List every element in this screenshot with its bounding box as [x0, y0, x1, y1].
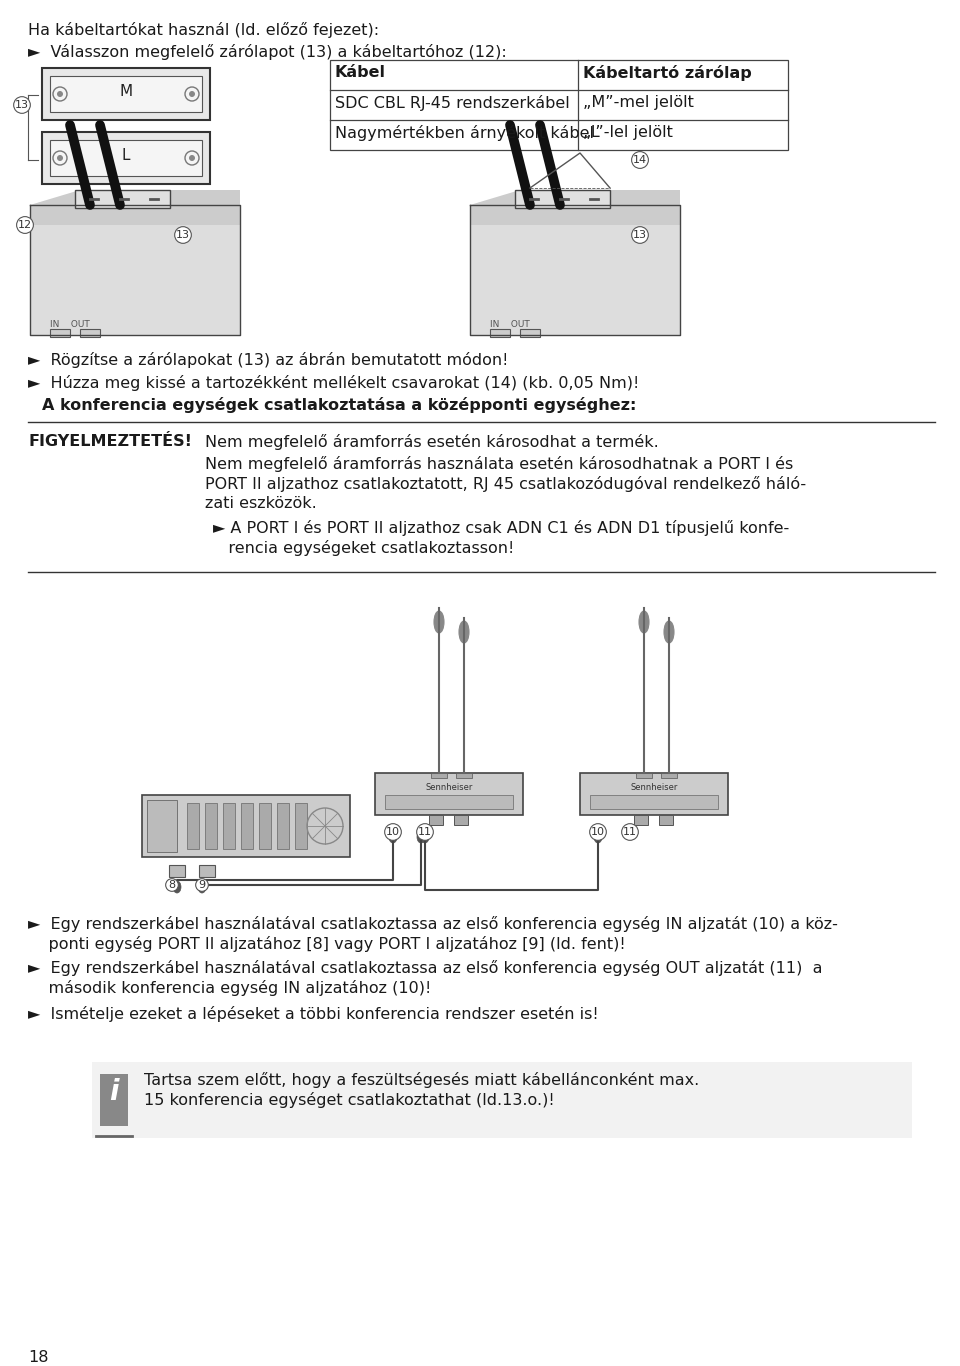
Text: Ha kábeltartókat használ (ld. előző fejezet):: Ha kábeltartókat használ (ld. előző feje… — [28, 22, 379, 38]
Text: Nagymértékben árnyékolt kábel: Nagymértékben árnyékolt kábel — [335, 126, 594, 141]
Circle shape — [189, 154, 195, 161]
Bar — [277, 803, 289, 850]
Text: Kábel: Kábel — [335, 66, 386, 81]
Text: 11: 11 — [418, 826, 432, 837]
Polygon shape — [470, 225, 680, 335]
Bar — [42, 133, 210, 184]
Bar — [187, 803, 199, 850]
Bar — [199, 865, 215, 877]
Bar — [75, 190, 170, 208]
Bar — [80, 329, 100, 337]
Bar — [454, 816, 468, 825]
Ellipse shape — [459, 622, 469, 643]
Bar — [223, 803, 235, 850]
Bar — [330, 60, 788, 150]
Bar — [661, 773, 677, 779]
Circle shape — [57, 92, 63, 97]
Bar — [92, 1061, 912, 1138]
Bar — [241, 803, 253, 850]
Bar — [431, 773, 447, 779]
Bar — [634, 816, 648, 825]
Bar — [147, 800, 177, 852]
Text: IN    OUT: IN OUT — [50, 320, 89, 329]
Ellipse shape — [198, 881, 206, 893]
Circle shape — [189, 92, 195, 97]
Text: 13: 13 — [633, 229, 647, 240]
Ellipse shape — [417, 831, 425, 843]
Text: 13: 13 — [15, 100, 29, 111]
Bar — [375, 773, 523, 816]
Bar — [456, 773, 472, 779]
Polygon shape — [470, 190, 680, 225]
Bar — [42, 68, 210, 120]
Text: Sennheiser: Sennheiser — [425, 783, 472, 792]
Bar — [520, 329, 540, 337]
Bar — [50, 76, 202, 112]
Text: IN    OUT: IN OUT — [490, 320, 530, 329]
Ellipse shape — [389, 831, 397, 843]
Text: 9: 9 — [199, 880, 205, 891]
Text: 11: 11 — [623, 826, 637, 837]
Bar — [205, 803, 217, 850]
Text: 18: 18 — [28, 1350, 49, 1365]
Text: ►  Válasszon megfelelő zárólapot (13) a kábeltartóhoz (12):: ► Válasszon megfelelő zárólapot (13) a k… — [28, 44, 507, 60]
Text: zati eszközök.: zati eszközök. — [205, 496, 317, 511]
Text: A konferencia egységek csatlakoztatása a középponti egységhez:: A konferencia egységek csatlakoztatása a… — [42, 398, 636, 413]
Bar — [515, 190, 610, 208]
Ellipse shape — [421, 831, 429, 843]
Bar — [169, 865, 185, 877]
Text: M: M — [119, 83, 132, 98]
Circle shape — [57, 154, 63, 161]
Text: PORT II aljzathoz csatlakoztatott, RJ 45 csatlakozódugóval rendelkező háló-: PORT II aljzathoz csatlakoztatott, RJ 45… — [205, 475, 806, 492]
Ellipse shape — [434, 611, 444, 632]
Text: második konferencia egység IN aljzatához (10)!: második konferencia egység IN aljzatához… — [28, 979, 431, 996]
Text: Sennheiser: Sennheiser — [631, 783, 678, 792]
Bar — [659, 816, 673, 825]
Text: ► A PORT I és PORT II aljzathoz csak ADN C1 és ADN D1 típusjelű konfe-: ► A PORT I és PORT II aljzathoz csak ADN… — [213, 520, 789, 535]
Text: Tartsa szem előtt, hogy a feszültségesés miatt kábellánconként max.: Tartsa szem előtt, hogy a feszültségesés… — [144, 1072, 699, 1087]
Text: 10: 10 — [386, 826, 400, 837]
Text: 12: 12 — [18, 220, 32, 229]
Bar — [142, 795, 350, 856]
Bar — [636, 773, 652, 779]
Text: rencia egységeket csatlakoztasson!: rencia egységeket csatlakoztasson! — [213, 540, 515, 556]
Text: ►  Egy rendszerkábel használatával csatlakoztassa az első konferencia egység OUT: ► Egy rendszerkábel használatával csatla… — [28, 960, 823, 975]
Bar — [590, 795, 718, 809]
Text: „L”-lel jelölt: „L”-lel jelölt — [583, 126, 673, 139]
Text: 10: 10 — [591, 826, 605, 837]
Text: Nem megfelelő áramforrás esetén károsodhat a termék.: Nem megfelelő áramforrás esetén károsodh… — [205, 434, 659, 449]
Ellipse shape — [664, 622, 674, 643]
Text: Kábeltartó zárólap: Kábeltartó zárólap — [583, 66, 752, 81]
Text: i: i — [109, 1078, 119, 1106]
Text: ►  Egy rendszerkábel használatával csatlakoztassa az első konferencia egység IN : ► Egy rendszerkábel használatával csatla… — [28, 917, 838, 932]
Text: 13: 13 — [176, 229, 190, 240]
Bar — [259, 803, 271, 850]
Text: SDC CBL RJ-45 rendszerkábel: SDC CBL RJ-45 rendszerkábel — [335, 96, 569, 111]
Bar — [580, 773, 728, 816]
Ellipse shape — [594, 831, 602, 843]
Bar — [50, 139, 202, 176]
Bar — [100, 1074, 128, 1126]
Text: ►  Ismételje ezeket a lépéseket a többi konferencia rendszer esetén is!: ► Ismételje ezeket a lépéseket a többi k… — [28, 1005, 599, 1022]
Bar — [295, 803, 307, 850]
Bar — [490, 329, 510, 337]
Bar — [385, 795, 513, 809]
Text: Nem megfelelő áramforrás használata esetén károsodhatnak a PORT I és: Nem megfelelő áramforrás használata eset… — [205, 456, 793, 473]
Text: „M”-mel jelölt: „M”-mel jelölt — [583, 96, 694, 111]
Text: ►  Rögzítse a zárólapokat (13) az ábrán bemutatott módon!: ► Rögzítse a zárólapokat (13) az ábrán b… — [28, 352, 509, 367]
Text: 15 konferencia egységet csatlakoztathat (ld.13.o.)!: 15 konferencia egységet csatlakoztathat … — [144, 1091, 555, 1108]
Text: ponti egység PORT II aljzatához [8] vagy PORT I aljzatához [9] (ld. fent)!: ponti egység PORT II aljzatához [8] vagy… — [28, 936, 626, 952]
Text: FIGYELMEZTETÉS!: FIGYELMEZTETÉS! — [28, 434, 192, 449]
Polygon shape — [30, 225, 240, 335]
Polygon shape — [30, 190, 240, 225]
Text: 8: 8 — [168, 880, 176, 891]
Ellipse shape — [639, 611, 649, 632]
Bar — [429, 816, 443, 825]
Text: 14: 14 — [633, 154, 647, 165]
Bar — [50, 329, 70, 337]
Ellipse shape — [173, 881, 181, 893]
Text: L: L — [122, 148, 131, 163]
Text: ►  Húzza meg kissé a tartozékként mellékelt csavarokat (14) (kb. 0,05 Nm)!: ► Húzza meg kissé a tartozékként melléke… — [28, 376, 639, 391]
